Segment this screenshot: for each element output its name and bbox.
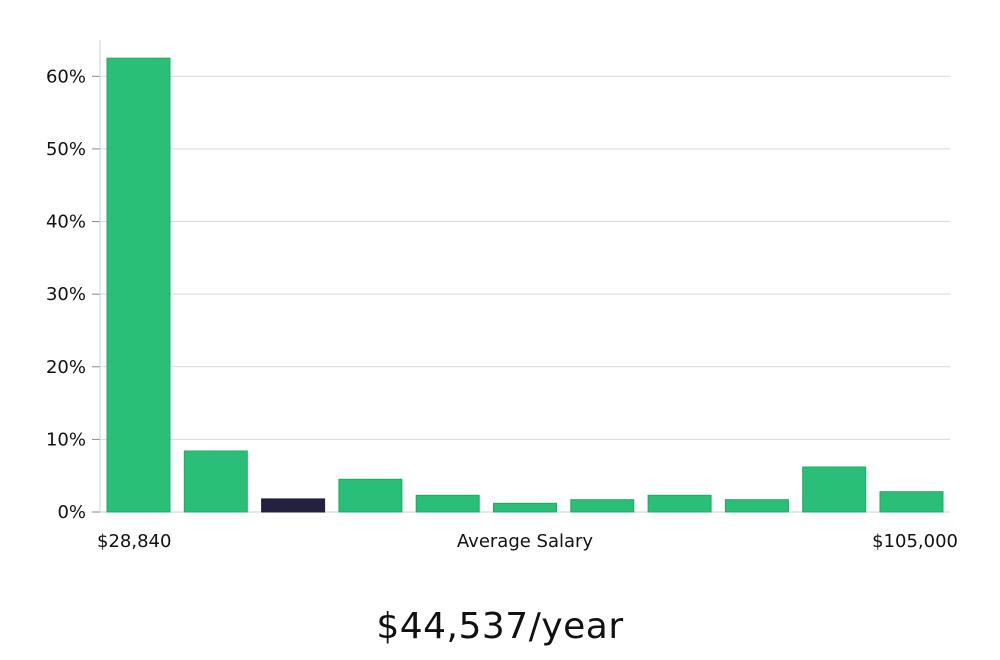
y-tick-label: 30% [46,284,86,305]
bar [647,494,712,513]
grid-lines [100,75,950,440]
x-min-label: $28,840 [97,531,171,552]
bar [879,491,944,513]
bars [106,57,944,513]
average-salary-headline: $44,537/year [376,606,624,647]
y-tick-label: 60% [46,66,86,87]
y-tick-label: 10% [46,429,86,450]
bar [493,502,557,513]
x-axis-title: Average Salary [457,531,594,552]
y-tick-label: 50% [46,139,86,160]
bar [183,450,248,513]
bar [106,57,171,513]
bar [570,499,635,513]
bar [802,466,867,513]
bar [724,499,789,513]
y-tick-label: 20% [46,357,86,378]
y-tick-labels: 0% 10% 20% 30% 40% 50% 60% [46,66,100,523]
y-tick-label: 0% [57,502,86,523]
x-max-label: $105,000 [872,531,958,552]
bar [415,494,480,513]
bar [338,478,403,513]
bar-highlighted [261,498,326,513]
salary-histogram: 0% 10% 20% 30% 40% 50% 60% $28,840 Average Sal… [46,40,958,552]
y-tick-label: 40% [46,212,86,233]
